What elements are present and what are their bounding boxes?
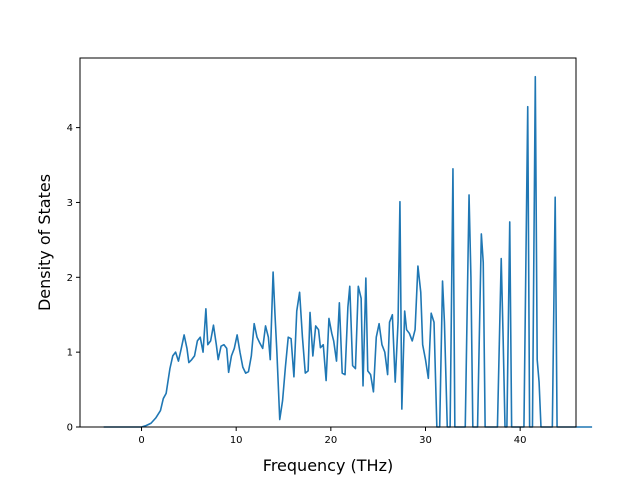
y-tick-label: 3	[67, 198, 73, 209]
x-axis-ticks: 0 10 20 30 40	[138, 427, 527, 446]
x-tick-label: 40	[514, 435, 527, 446]
y-tick-label: 2	[67, 273, 73, 284]
x-tick-label: 30	[419, 435, 432, 446]
x-tick-label: 20	[324, 435, 337, 446]
plot-area	[80, 58, 576, 427]
x-tick-label: 0	[138, 435, 144, 446]
plot-frame	[79, 57, 577, 428]
x-tick-label: 10	[230, 435, 243, 446]
y-tick-label: 1	[67, 348, 73, 359]
y-axis-ticks: 0 1 2 3 4	[67, 123, 80, 434]
x-axis-label: Frequency (THz)	[263, 456, 393, 475]
y-tick-label: 4	[67, 123, 73, 134]
y-axis-label: Density of States	[35, 174, 54, 311]
y-tick-label: 0	[67, 423, 73, 434]
